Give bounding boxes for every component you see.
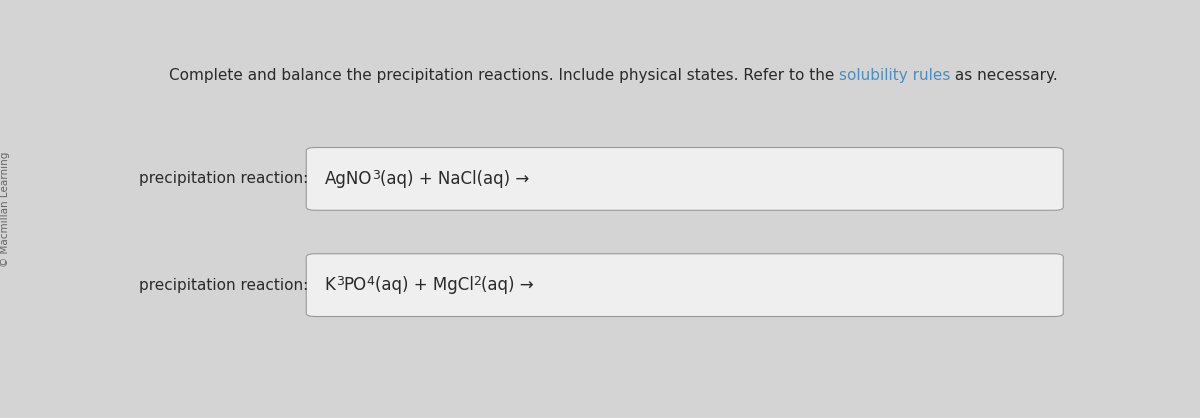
Text: AgNO: AgNO xyxy=(325,170,372,188)
Text: (aq) + NaCl(aq) →: (aq) + NaCl(aq) → xyxy=(380,170,529,188)
Text: 2: 2 xyxy=(474,275,481,288)
FancyBboxPatch shape xyxy=(306,254,1063,316)
FancyBboxPatch shape xyxy=(306,148,1063,210)
Text: precipitation reaction:: precipitation reaction: xyxy=(139,278,308,293)
Text: K: K xyxy=(325,276,336,294)
Text: precipitation reaction:: precipitation reaction: xyxy=(139,171,308,186)
Text: as necessary.: as necessary. xyxy=(950,68,1058,83)
Text: solubility rules: solubility rules xyxy=(839,68,950,83)
Text: 3: 3 xyxy=(336,275,343,288)
Text: 4: 4 xyxy=(367,275,374,288)
Text: (aq) →: (aq) → xyxy=(481,276,534,294)
Text: (aq) + MgCl: (aq) + MgCl xyxy=(374,276,474,294)
Text: PO: PO xyxy=(343,276,367,294)
Text: © Macmillan Learning: © Macmillan Learning xyxy=(0,151,10,267)
Text: 3: 3 xyxy=(372,168,380,182)
Text: Complete and balance the precipitation reactions. Include physical states. Refer: Complete and balance the precipitation r… xyxy=(168,68,839,83)
